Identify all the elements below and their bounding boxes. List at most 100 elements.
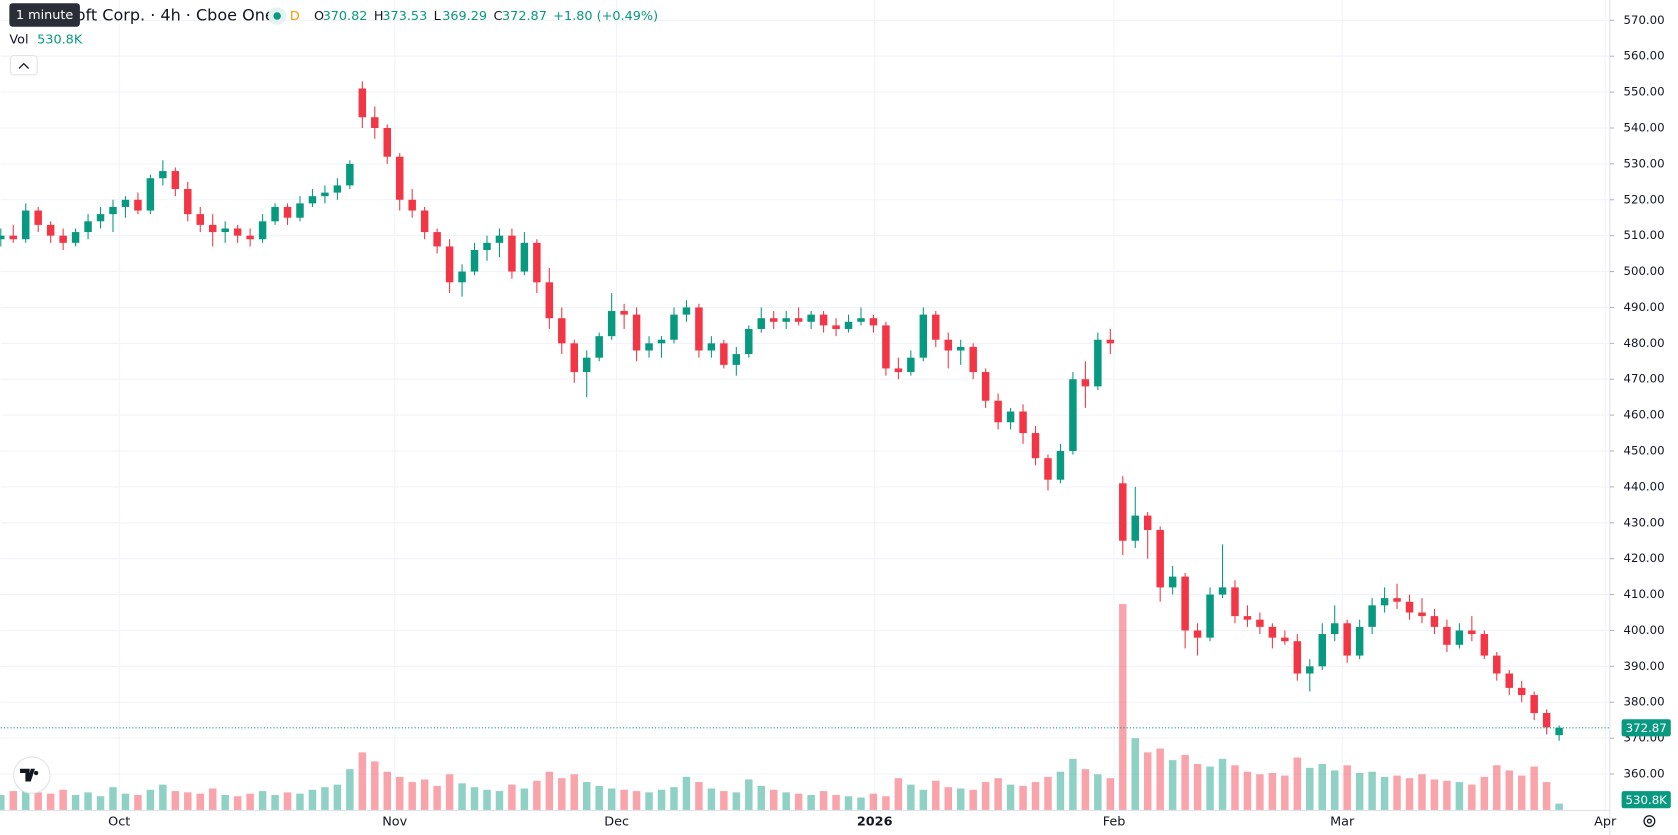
candle-body: [882, 325, 890, 369]
candle-body: [321, 192, 329, 197]
volume-bar: [495, 791, 504, 811]
volume-bar: [109, 787, 117, 811]
candle-body: [1231, 587, 1239, 617]
candle-body: [944, 339, 952, 351]
candle-body: [1306, 666, 1314, 674]
collapse-button[interactable]: [9, 55, 38, 76]
candle-body: [545, 282, 554, 319]
volume-bar: [582, 782, 591, 811]
y-tick-label: 400.00: [1624, 623, 1665, 637]
y-tick-label: 410.00: [1624, 587, 1665, 601]
candle-body: [994, 400, 1002, 423]
candle-body: [296, 203, 304, 218]
candle-body: [196, 214, 204, 225]
volume-bar: [1019, 785, 1027, 811]
volume-bar: [782, 792, 790, 811]
candle-body: [1517, 687, 1526, 696]
candle-body: [395, 156, 404, 200]
volume-bar: [71, 794, 80, 811]
candle-body: [720, 343, 728, 365]
volume-bar: [1455, 782, 1464, 811]
volume-bar: [1193, 763, 1202, 811]
volume-bar: [1542, 782, 1551, 811]
tv-logo: [13, 756, 51, 794]
candle-body: [34, 210, 42, 225]
y-tick-label: 450.00: [1624, 444, 1665, 458]
volume-bar: [520, 788, 529, 811]
ohlc-key: O: [314, 9, 324, 24]
volume-bar: [1231, 765, 1239, 811]
candle-body: [520, 242, 529, 272]
volume-bar: [545, 771, 554, 811]
axes: 360.00370.00380.00390.00400.00410.00420.…: [0, 13, 1671, 830]
candle-body: [9, 235, 17, 240]
candle-body: [184, 188, 192, 215]
volume-bar: [533, 780, 541, 811]
volume-bar: [645, 792, 653, 811]
volume-bar: [1131, 738, 1139, 811]
candle-body: [1293, 641, 1302, 674]
y-tick-label: 530.00: [1624, 156, 1665, 170]
ohlc-value: 373.53: [382, 9, 427, 24]
candle-body: [1218, 587, 1227, 595]
y-tick-label: 560.00: [1624, 49, 1665, 63]
candle-body: [134, 199, 142, 211]
candle-body: [1181, 576, 1189, 631]
candle-body: [0, 235, 5, 240]
interval-badge[interactable]: D: [290, 9, 300, 24]
volume-bar: [1380, 776, 1389, 811]
y-tick-label: 470.00: [1624, 372, 1665, 386]
volume-bar: [1056, 771, 1065, 811]
candle-body: [757, 318, 765, 329]
volume-bar: [1306, 767, 1314, 811]
volume-bar: [732, 792, 741, 811]
x-tick-label: Dec: [604, 815, 629, 830]
ohlc-value: 370.82: [323, 9, 368, 24]
volume-bar: [21, 783, 30, 811]
volume-layer: [0, 604, 1563, 811]
volume-bar: [869, 793, 878, 811]
y-tick-label: 510.00: [1624, 228, 1665, 242]
volume-bar: [857, 797, 865, 811]
candle-body: [533, 242, 541, 283]
last-volume-badge: [1621, 791, 1671, 809]
volume-bar: [146, 789, 155, 811]
settings-icon[interactable]: [1643, 815, 1656, 828]
candle-body: [1542, 713, 1551, 728]
candle-body: [59, 235, 67, 243]
volume-bar: [1330, 770, 1339, 811]
volume-bar: [682, 776, 691, 811]
volume-bar: [1106, 778, 1115, 811]
candle-body: [670, 314, 678, 340]
volume-bar: [607, 788, 616, 811]
ohlc-key: C: [493, 9, 502, 24]
candle-body: [558, 318, 566, 344]
volume-bar: [620, 789, 628, 811]
candle-body: [1193, 630, 1202, 638]
volume-bar: [844, 796, 853, 811]
volume-bar: [1418, 774, 1426, 811]
volume-bar: [159, 784, 167, 811]
candle-body: [657, 339, 666, 344]
candle-body: [109, 206, 117, 215]
volume-bar: [670, 787, 678, 811]
candle-body: [1418, 612, 1426, 617]
symbol-title[interactable]: Microsoft Corp. · 4h · Cboe One: [24, 6, 274, 25]
tooltip-box: [9, 3, 80, 27]
volume-bar: [383, 771, 391, 811]
candle-body: [620, 311, 628, 315]
candle-body: [233, 228, 242, 236]
volume-bar: [1405, 778, 1414, 811]
candle-body: [819, 314, 828, 326]
last-price-badge: [1621, 719, 1671, 737]
volume-bar: [1430, 779, 1439, 811]
volume-bar: [1031, 782, 1040, 811]
volume-bar: [1355, 773, 1364, 811]
x-tick-label: Oct: [108, 815, 130, 830]
volume-bar: [969, 789, 977, 811]
volume-bar: [695, 782, 703, 811]
volume-bar: [233, 796, 242, 811]
x-tick-label: 2026: [857, 815, 893, 830]
y-tick-label: 430.00: [1624, 515, 1665, 529]
